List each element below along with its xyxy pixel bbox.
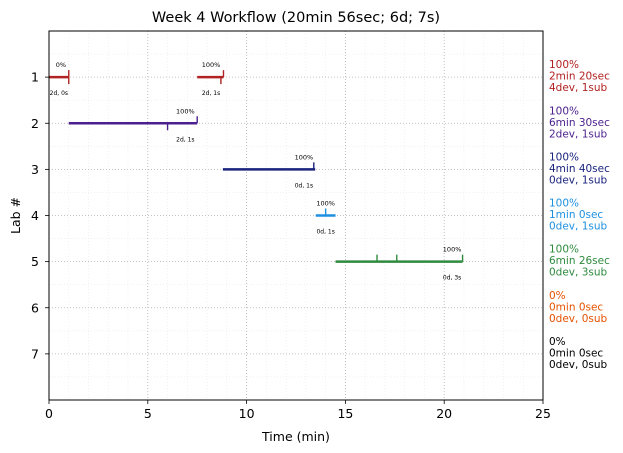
- y-axis-label: Lab #: [8, 197, 23, 234]
- lab-3-summary-line: 4min 40sec: [549, 163, 610, 175]
- y-tick-label: 7: [31, 346, 39, 361]
- lab-6-summary-line: 0min 0sec: [549, 301, 603, 313]
- lab-7-summary-line: 0dev, 0sub: [549, 359, 608, 371]
- lab-2-summary-line: 6min 30sec: [549, 117, 610, 129]
- lab-3-summary-line: 100%: [549, 151, 579, 163]
- x-tick-label: 10: [239, 406, 255, 421]
- lab-2-summary-line: 100%: [549, 105, 579, 117]
- y-tick-label: 4: [31, 208, 39, 223]
- y-axis: 1 2 3 4 5 6 7: [31, 70, 49, 361]
- lab-5-percent-label: 100%: [443, 246, 462, 254]
- y-tick-label: 6: [31, 300, 39, 315]
- lab-6-summary-line: 0dev, 0sub: [549, 313, 608, 325]
- lab-1-summary-line: 100%: [549, 59, 579, 71]
- lab-4-count-label: 0d, 1s: [316, 229, 334, 236]
- minor-grid: [49, 31, 543, 400]
- chart-title: Week 4 Workflow (20min 56sec; 6d; 7s): [152, 10, 440, 26]
- lab-2-summary-line: 2dev, 1sub: [549, 128, 608, 140]
- lab-6-summary-line: 0%: [549, 290, 566, 302]
- x-axis-label: Time (min): [261, 429, 330, 444]
- lab-1-count-label: 2d, 0s: [50, 90, 68, 97]
- lab-1-percent-label: 0%: [56, 61, 66, 69]
- lab-4-percent-label: 100%: [316, 200, 335, 208]
- x-axis: 0 5 10 15 20 25: [45, 400, 551, 421]
- lab-5-count-label: 0d, 3s: [443, 275, 461, 282]
- major-grid: [48, 31, 544, 400]
- lab-5-summary-line: 6min 26sec: [549, 255, 610, 267]
- lab-3-summary-line: 0dev, 1sub: [549, 174, 608, 186]
- x-tick-label: 25: [535, 406, 551, 421]
- lab-2-count-label: 2d, 1s: [176, 136, 194, 143]
- lab-1-summary-line: 4dev, 1sub: [549, 82, 608, 94]
- lab-4-summary-line: 0dev, 1sub: [549, 221, 608, 233]
- lab-4-summary-line: 100%: [549, 198, 579, 210]
- y-tick-label: 3: [31, 162, 39, 177]
- lab-3-percent-label: 100%: [295, 153, 314, 161]
- lab-2-percent-label: 100%: [176, 107, 195, 115]
- y-tick-label: 1: [31, 70, 39, 85]
- chart-marks: 0% 100% 2d, 0s 2d, 1s 100% 2d, 1s 100% 0d, 1s 10…: [49, 61, 464, 282]
- lab-1-percent-label: 100%: [202, 61, 221, 69]
- lab-1-summary-line: 2min 20sec: [549, 71, 610, 83]
- x-tick-label: 5: [144, 406, 152, 421]
- lab-4-summary-line: 1min 0sec: [549, 209, 603, 221]
- x-tick-label: 20: [436, 406, 452, 421]
- lab-1-count-label: 2d, 1s: [202, 90, 220, 97]
- lab-7-summary-line: 0min 0sec: [549, 347, 603, 359]
- y-tick-label: 2: [31, 116, 39, 131]
- lab-3-count-label: 0d, 1s: [295, 182, 313, 189]
- lab-5-summary-line: 100%: [549, 244, 579, 256]
- x-tick-label: 0: [45, 406, 53, 421]
- lab-5-summary-line: 0dev, 3sub: [549, 267, 608, 279]
- y-tick-label: 5: [31, 254, 39, 269]
- lab-7-summary-line: 0%: [549, 336, 566, 348]
- x-tick-label: 15: [337, 406, 353, 421]
